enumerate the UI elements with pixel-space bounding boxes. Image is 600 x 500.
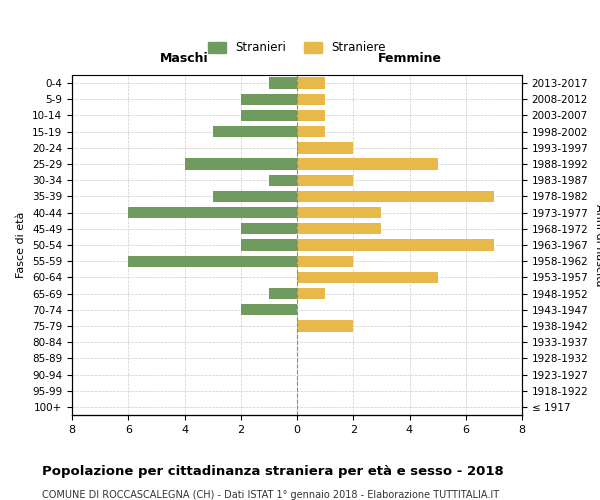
Text: Popolazione per cittadinanza straniera per età e sesso - 2018: Popolazione per cittadinanza straniera p… [42, 465, 504, 478]
Y-axis label: Fasce di età: Fasce di età [16, 212, 26, 278]
Bar [128, 256, 297, 267]
Bar [297, 78, 325, 89]
Y-axis label: Anni di nascita: Anni di nascita [594, 204, 600, 286]
Bar [297, 240, 494, 250]
Bar [128, 207, 297, 218]
Bar [241, 223, 297, 234]
Bar [297, 110, 325, 121]
Bar [297, 256, 353, 267]
Bar [241, 110, 297, 121]
Bar [297, 272, 437, 283]
Bar [269, 174, 297, 186]
Bar [297, 126, 325, 138]
Legend: Stranieri, Straniere: Stranieri, Straniere [203, 36, 391, 59]
Bar [297, 191, 494, 202]
Bar [297, 158, 437, 170]
Bar [269, 288, 297, 299]
Bar [241, 240, 297, 250]
Bar [297, 207, 382, 218]
Bar [297, 94, 325, 105]
Bar [212, 126, 297, 138]
Bar [212, 191, 297, 202]
Bar [297, 223, 382, 234]
Bar [297, 174, 353, 186]
Bar [297, 320, 353, 332]
Bar [269, 78, 297, 89]
Bar [241, 94, 297, 105]
Bar [297, 288, 325, 299]
Text: COMUNE DI ROCCASCALEGNA (CH) - Dati ISTAT 1° gennaio 2018 - Elaborazione TUTTITA: COMUNE DI ROCCASCALEGNA (CH) - Dati ISTA… [42, 490, 499, 500]
Bar [297, 142, 353, 154]
Bar [185, 158, 297, 170]
Bar [241, 304, 297, 316]
